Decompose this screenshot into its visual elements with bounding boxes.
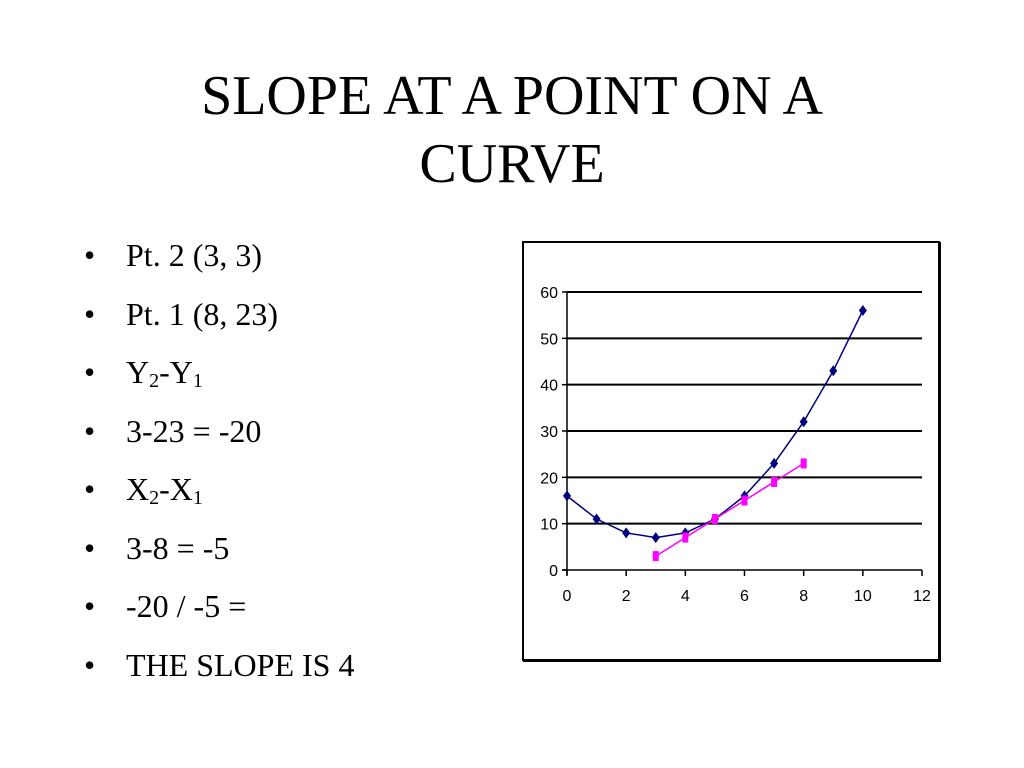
series-2-point xyxy=(682,532,689,543)
x-tick-label-6: 6 xyxy=(740,588,749,605)
bullet-item: • Pt. 1 (8, 23) xyxy=(84,285,354,344)
series-2-point xyxy=(800,458,807,469)
y-tick-label-20: 20 xyxy=(540,470,558,487)
minus-sign: - xyxy=(159,471,170,507)
series-2-point xyxy=(741,495,748,506)
bullet-item: • -20 / -5 = xyxy=(84,577,354,636)
series-2-line xyxy=(655,462,805,557)
title-line-2: CURVE xyxy=(419,133,605,195)
series-1-point xyxy=(770,457,779,469)
series-1-point xyxy=(858,305,867,317)
subscript: 2 xyxy=(149,370,160,392)
bullet-item: • Pt. 2 (3, 3) xyxy=(84,226,354,285)
bullet-glyph: • xyxy=(84,354,96,390)
minus-sign: - xyxy=(159,354,170,390)
bullet-text: Pt. 1 (8, 23) xyxy=(126,295,278,332)
variable-y: Y xyxy=(169,354,193,390)
x-tick-label-2: 2 xyxy=(622,588,631,605)
bullet-list: • Pt. 2 (3, 3) • Pt. 1 (8, 23) • Y2-Y1 •… xyxy=(84,226,354,694)
bullet-glyph: • xyxy=(84,646,96,683)
series-2-point xyxy=(652,551,659,562)
bullet-text: Pt. 2 (3, 3) xyxy=(126,237,262,273)
series-1-point xyxy=(799,416,808,428)
series-1-point xyxy=(622,527,631,539)
y-tick-label-60: 60 xyxy=(540,285,558,302)
subscript: 1 xyxy=(192,487,203,509)
bullet-glyph: • xyxy=(84,471,96,507)
x-tick-label-0: 0 xyxy=(563,588,572,605)
bullet-item: • THE SLOPE IS 4 xyxy=(84,636,354,695)
slide-title: SLOPE AT A POINT ON A CURVE xyxy=(0,62,1024,198)
y-tick-label-0: 0 xyxy=(549,563,558,580)
bullet-glyph: • xyxy=(84,588,96,624)
bullet-text: -20 / -5 = xyxy=(126,588,247,624)
bullet-text: 3-23 = -20 xyxy=(126,412,262,449)
x-tick-label-8: 8 xyxy=(799,588,808,605)
line-chart: 0 10 20 30 40 50 60 0 2 4 6 8 10 12 xyxy=(540,285,931,605)
bullet-text: THE SLOPE IS 4 xyxy=(126,646,355,683)
bullet-glyph: • xyxy=(84,412,96,449)
title-line-1: SLOPE AT A POINT ON A xyxy=(201,65,823,127)
y-tick-label-40: 40 xyxy=(540,378,558,395)
bullet-text: 3-8 = -5 xyxy=(126,529,230,566)
x-tick-label-4: 4 xyxy=(681,588,690,605)
bullet-item: • 3-23 = -20 xyxy=(84,402,354,461)
y-tick-label-50: 50 xyxy=(540,331,558,348)
y-tick-label-30: 30 xyxy=(540,424,558,441)
series-1-point xyxy=(651,532,660,544)
bullet-glyph: • xyxy=(84,295,96,332)
bullet-item: • 3-8 = -5 xyxy=(84,519,354,578)
x-tick-label-10: 10 xyxy=(854,588,872,605)
bullet-item: • X2-X1 xyxy=(84,460,354,519)
series-1-point xyxy=(829,365,838,377)
series-1-point xyxy=(563,490,571,502)
subscript: 2 xyxy=(149,487,160,509)
series-2-point xyxy=(711,514,718,525)
series-1-line xyxy=(566,310,864,539)
variable-x: X xyxy=(169,471,193,507)
bullet-item: • Y2-Y1 xyxy=(84,343,354,402)
variable-x: X xyxy=(126,471,150,507)
bullet-glyph: • xyxy=(84,237,96,273)
subscript: 1 xyxy=(192,370,203,392)
series-1-point xyxy=(592,513,601,525)
series-2-point xyxy=(771,476,778,487)
bullet-glyph: • xyxy=(84,529,96,566)
y-tick-label-10: 10 xyxy=(540,517,558,534)
x-tick-label-12: 12 xyxy=(913,588,931,605)
variable-y: Y xyxy=(126,354,150,390)
chart-frame: 0 10 20 30 40 50 60 0 2 4 6 8 10 12 xyxy=(522,241,940,661)
